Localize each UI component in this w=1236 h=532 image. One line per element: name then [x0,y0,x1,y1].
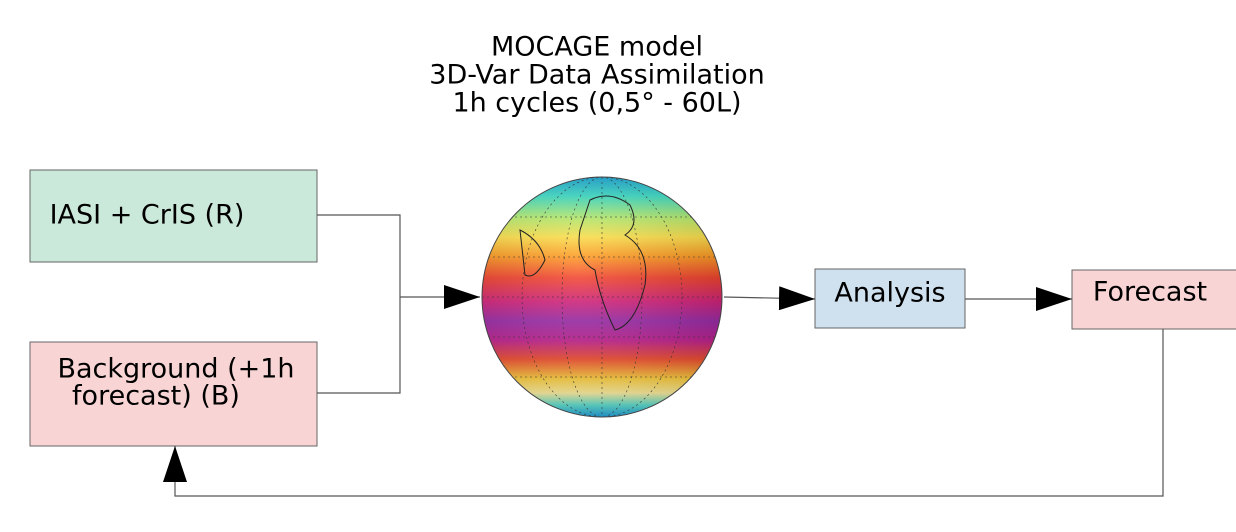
globe [482,177,722,417]
connector [317,214,401,394]
observations-box [29,169,318,263]
node-label: IASI + CrIS (R) [50,200,245,231]
feedback-line [163,329,1164,497]
title-line: 3D-Var Data Assimilation [429,60,764,91]
node-label: Forecast [1093,277,1207,308]
arrow [723,286,816,311]
title-line: 1h cycles (0,5° - 60L) [452,88,741,119]
background-box [29,341,318,447]
forecast-box [1071,269,1236,330]
node-label: Background (+1h [57,354,294,385]
title-line: MOCAGE model [491,32,703,63]
node-label: forecast) (B) [72,381,240,412]
node-label: Analysis [834,278,945,309]
globe-outline [481,176,723,418]
analysis-box [814,268,966,329]
